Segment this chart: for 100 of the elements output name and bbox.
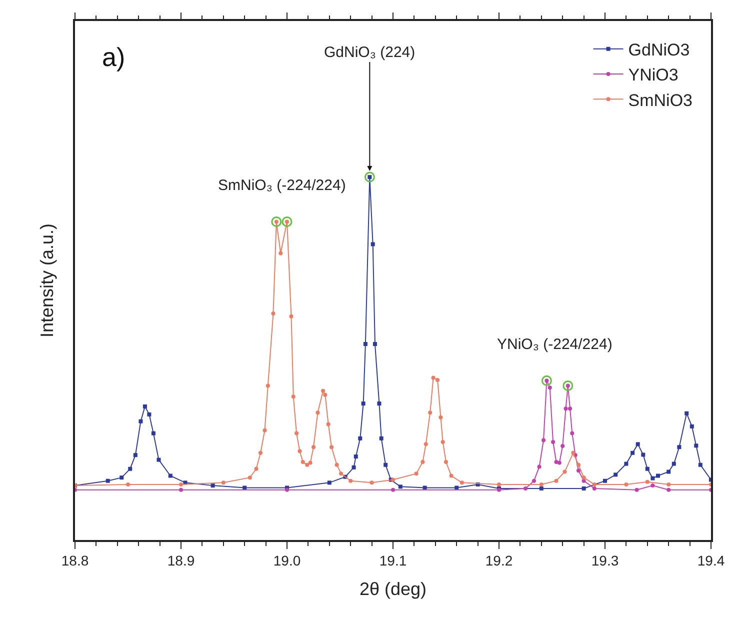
point (305, 462, 310, 467)
annotation: YNiO₃ (-224/224) (497, 336, 612, 353)
point (603, 478, 607, 483)
point (539, 486, 544, 490)
point (624, 482, 628, 486)
point (142, 404, 147, 408)
point (557, 460, 562, 465)
point (562, 470, 567, 474)
point (294, 431, 299, 436)
point (120, 476, 124, 480)
x-tick-label: 19.4 (697, 552, 725, 569)
point (372, 342, 377, 346)
point (497, 482, 501, 486)
point (133, 453, 138, 458)
point (564, 406, 568, 411)
point (694, 444, 698, 448)
point (300, 460, 305, 464)
point (384, 462, 388, 467)
point (548, 386, 552, 390)
point (370, 480, 374, 485)
point (576, 468, 580, 473)
point (677, 445, 682, 450)
point (138, 419, 143, 424)
point (339, 472, 344, 476)
point (298, 449, 302, 454)
point (424, 442, 428, 446)
point (398, 484, 402, 489)
point (444, 460, 448, 464)
point (576, 462, 580, 467)
point (592, 482, 596, 486)
point (391, 488, 395, 492)
point (308, 460, 312, 465)
point (363, 342, 368, 346)
point (431, 376, 436, 380)
point (271, 312, 276, 316)
point (361, 402, 366, 406)
x-tick-label: 19.2 (485, 552, 513, 569)
legend-label: SmNiO3 (628, 90, 693, 110)
point (278, 251, 283, 256)
point (438, 415, 443, 420)
point (323, 392, 328, 397)
point (151, 431, 156, 436)
point (428, 410, 432, 415)
point (698, 462, 702, 467)
point (271, 216, 282, 227)
point (370, 242, 375, 246)
point (326, 422, 330, 426)
point (656, 474, 660, 478)
point (645, 466, 650, 471)
point (582, 478, 586, 483)
point (537, 464, 542, 469)
point (258, 450, 262, 455)
point (554, 460, 558, 464)
point (582, 486, 586, 490)
point (539, 482, 544, 486)
point (312, 445, 316, 450)
point (126, 482, 130, 486)
point (327, 480, 332, 485)
point (684, 411, 689, 416)
point (436, 378, 440, 382)
point (562, 380, 574, 391)
y-axis-title: Intensity (a.u.) (36, 223, 57, 338)
point (690, 424, 694, 428)
point (636, 442, 640, 446)
point (542, 438, 546, 442)
point (379, 436, 384, 440)
point (672, 462, 676, 466)
text: a) (102, 42, 126, 72)
point (582, 476, 586, 480)
point (352, 465, 356, 470)
point (168, 474, 172, 478)
point (348, 478, 353, 483)
point (282, 216, 292, 227)
point (179, 482, 183, 486)
point (289, 314, 294, 318)
x-tick-label: 18.9 (167, 552, 195, 569)
point (532, 478, 536, 483)
point (422, 486, 427, 490)
point (354, 454, 358, 459)
point (440, 440, 445, 444)
point (571, 450, 576, 455)
point (524, 486, 528, 490)
point (242, 486, 247, 490)
point (106, 478, 110, 483)
legend-label: GdNiO3 (628, 40, 690, 60)
x-tick-label: 19.1 (379, 552, 407, 569)
point (147, 412, 152, 416)
x-axis-title: 2θ (deg) (359, 579, 427, 600)
point (156, 458, 161, 462)
point (624, 462, 628, 466)
point (266, 384, 270, 388)
legend-label: YNiO3 (628, 66, 678, 85)
x-tick-label: 19.3 (591, 552, 619, 569)
point (248, 476, 252, 480)
point (454, 486, 459, 490)
x-tick-label: 18.8 (61, 552, 89, 569)
point (650, 484, 655, 488)
point (568, 406, 572, 411)
point (551, 440, 556, 444)
point (460, 480, 464, 485)
